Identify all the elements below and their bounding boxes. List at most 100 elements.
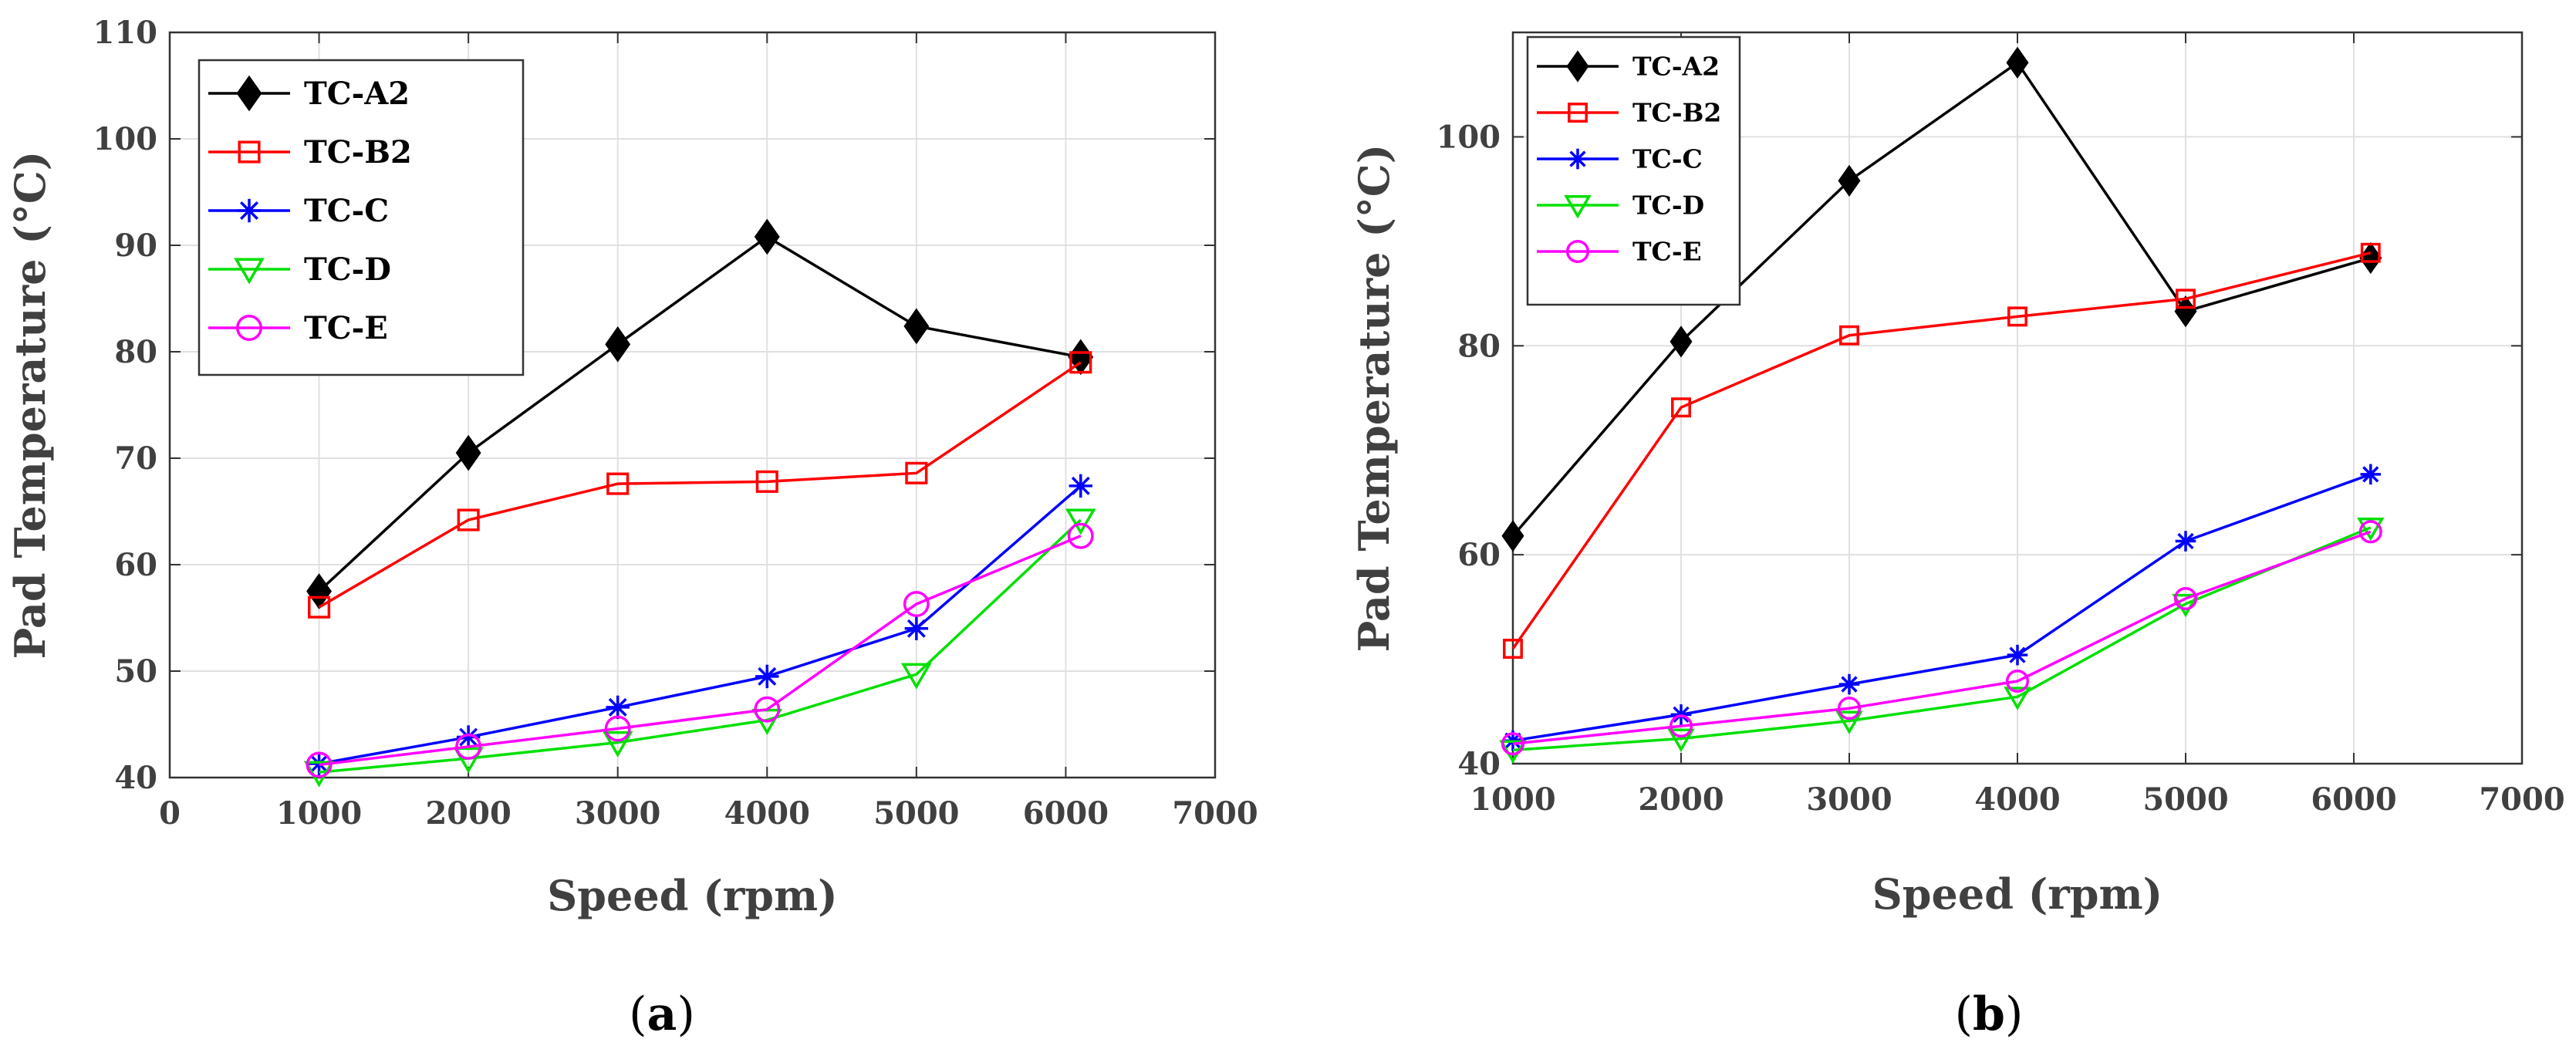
data-point-tc-b2 xyxy=(1839,325,1859,346)
legend: TC-A2 TC-B2 TC-C TC-D TC-E xyxy=(198,59,525,376)
data-point-tc-b2 xyxy=(2360,242,2381,263)
legend-marker xyxy=(1565,239,1590,264)
y-tick-label: 110 xyxy=(93,15,158,51)
data-point-tc-c xyxy=(1838,673,1860,695)
legend-label-tc-c: TC-C xyxy=(1632,144,1703,174)
series-tc-b2 xyxy=(308,351,1092,619)
legend-label-tc-a2: TC-A2 xyxy=(304,76,410,112)
data-point-tc-e xyxy=(2358,520,2382,544)
data-point-tc-c xyxy=(2175,531,2196,552)
x-tick-label: 0 xyxy=(159,795,181,832)
legend-label-tc-e: TC-E xyxy=(1632,237,1702,267)
x-tick-label: 6000 xyxy=(2311,781,2396,818)
data-point-tc-d xyxy=(453,747,484,774)
data-point-tc-b2 xyxy=(1069,351,1092,374)
legend-marker xyxy=(1566,50,1589,83)
data-point-tc-a2 xyxy=(455,434,481,471)
chart-panel-b: 1000 2000 3000 4000 5000 6000 7000 40 60 80 100 Spe… xyxy=(1349,31,2565,1041)
data-point-tc-e xyxy=(1837,697,1862,720)
data-point-tc-a2 xyxy=(1501,520,1524,552)
x-tick-label: 7000 xyxy=(2479,781,2564,818)
y-axis-label: Pad Temperature (°C) xyxy=(1349,144,1399,653)
legend-label-tc-c: TC-C xyxy=(304,193,389,229)
legend: TC-A2 TC-B2 TC-C TC-D TC-E xyxy=(1526,35,1741,306)
legend-marker xyxy=(1567,148,1588,170)
y-tick-label: 40 xyxy=(114,760,157,796)
series-line-tc-e xyxy=(1512,530,2372,746)
x-tick-label: 1000 xyxy=(276,795,362,832)
data-point-tc-e xyxy=(455,734,482,760)
chart-panel-a: 0 1000 2000 3000 4000 5000 6000 7000 40 50 60 70 80 9… xyxy=(5,15,1258,1041)
data-point-tc-b2 xyxy=(457,508,480,531)
y-tick-label: 90 xyxy=(114,228,157,264)
data-point-tc-a2 xyxy=(306,573,332,609)
plot-frame xyxy=(168,31,1217,779)
panel-caption: (b) xyxy=(1955,987,2024,1041)
data-point-tc-e xyxy=(754,696,781,723)
y-tick-label: 100 xyxy=(1437,119,1501,155)
data-point-tc-e xyxy=(2005,669,2030,693)
data-point-tc-b2 xyxy=(2007,306,2027,327)
y-tick-label: 100 xyxy=(93,121,158,157)
legend-box xyxy=(1526,35,1741,306)
data-point-tc-e xyxy=(903,591,930,618)
data-point-tc-d xyxy=(901,663,932,690)
series-line-tc-b2 xyxy=(1511,251,2372,650)
data-point-tc-c xyxy=(606,695,630,720)
x-tick-label: 2000 xyxy=(1638,781,1724,818)
x-tick-label: 1000 xyxy=(1470,781,1555,818)
y-tick-label: 80 xyxy=(1457,328,1501,364)
data-point-tc-e xyxy=(1067,522,1094,549)
data-point-tc-d xyxy=(1667,728,1695,752)
y-tick-label: 60 xyxy=(114,547,157,583)
panel-caption: (a) xyxy=(629,987,695,1041)
data-point-tc-c xyxy=(1069,474,1092,498)
data-point-tc-c xyxy=(904,616,929,640)
plot-frame xyxy=(1511,31,2524,765)
x-tick-label: 2000 xyxy=(425,795,511,832)
data-point-tc-d xyxy=(1065,508,1096,535)
data-point-tc-d xyxy=(2172,593,2200,618)
x-axis-label: Speed (rpm) xyxy=(547,871,837,920)
legend-label-tc-d: TC-D xyxy=(1632,191,1704,221)
series-tc-e xyxy=(306,522,1094,778)
series-line-tc-d xyxy=(1512,526,2372,752)
data-point-tc-a2 xyxy=(754,218,780,255)
x-tick-label: 3000 xyxy=(1806,781,1892,818)
data-point-tc-d xyxy=(602,731,633,758)
series-line-tc-a2 xyxy=(1511,60,2372,537)
data-point-tc-e xyxy=(1501,732,1525,756)
data-point-tc-c xyxy=(2360,464,2382,485)
data-point-tc-b2 xyxy=(308,596,331,619)
legend-label-tc-d: TC-D xyxy=(304,251,391,288)
y-tick-label: 70 xyxy=(114,440,157,477)
series-tc-a2 xyxy=(306,218,1094,609)
y-tick-label: 40 xyxy=(1457,746,1501,782)
data-point-tc-e xyxy=(604,715,631,742)
data-point-tc-b2 xyxy=(606,472,630,495)
data-point-tc-c xyxy=(456,725,481,749)
y-tick-label: 50 xyxy=(114,653,157,690)
series-line-tc-c xyxy=(319,484,1082,765)
data-point-tc-d xyxy=(1835,710,1863,734)
series-tc-a2 xyxy=(1501,46,2382,552)
legend-label-tc-b2: TC-B2 xyxy=(1632,98,1721,128)
series-tc-e xyxy=(1501,520,2382,756)
y-axis-label: Pad Temperature (°C) xyxy=(5,151,55,660)
legend-label-tc-b2: TC-B2 xyxy=(304,134,412,170)
legend-marker xyxy=(237,198,262,223)
series-tc-b2 xyxy=(1503,242,2381,659)
data-point-tc-b2 xyxy=(1671,397,1691,418)
legend-label-tc-a2: TC-A2 xyxy=(1632,52,1720,82)
data-point-tc-a2 xyxy=(1670,326,1693,358)
data-point-tc-e xyxy=(1669,714,1693,738)
data-point-tc-b2 xyxy=(755,470,778,493)
legend-marker xyxy=(234,258,265,285)
x-tick-label: 3000 xyxy=(575,795,660,832)
data-point-tc-a2 xyxy=(2006,46,2029,79)
y-tick-label: 80 xyxy=(114,334,157,370)
data-point-tc-e xyxy=(306,751,333,778)
legend-marker xyxy=(236,75,262,112)
x-tick-label: 5000 xyxy=(2142,781,2228,818)
